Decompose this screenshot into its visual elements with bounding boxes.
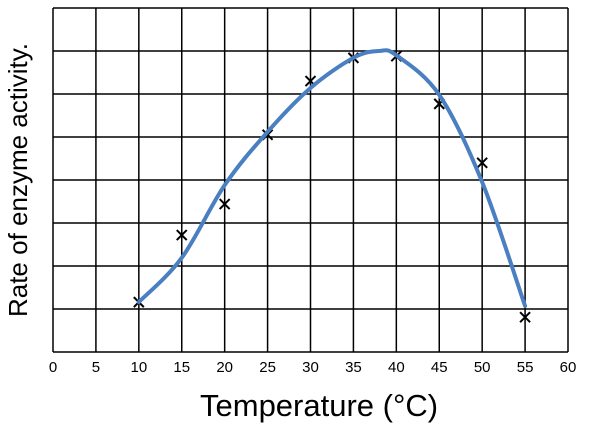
x-tick-label: 0	[49, 359, 57, 376]
x-tick-label: 55	[517, 359, 534, 376]
x-tick-label: 25	[259, 359, 276, 376]
x-tick-label: 60	[560, 359, 577, 376]
y-axis-label: Rate of enzyme activity.	[3, 43, 33, 317]
data-point	[519, 311, 531, 323]
x-tick-label: 30	[302, 359, 319, 376]
x-tick-label: 10	[130, 359, 147, 376]
x-tick-label: 45	[431, 359, 448, 376]
data-point	[476, 157, 488, 169]
x-axis-label: Temperature (°C)	[200, 388, 438, 423]
fit-curve	[136, 48, 528, 308]
x-tick-label: 50	[474, 359, 491, 376]
x-tick-label: 5	[92, 359, 100, 376]
data-point	[176, 229, 188, 241]
data-point	[218, 198, 231, 210]
x-tick-label: 35	[345, 359, 362, 376]
x-tick-label: 40	[388, 359, 405, 376]
x-tick-label: 20	[216, 359, 233, 376]
x-tick-label: 15	[173, 359, 190, 376]
